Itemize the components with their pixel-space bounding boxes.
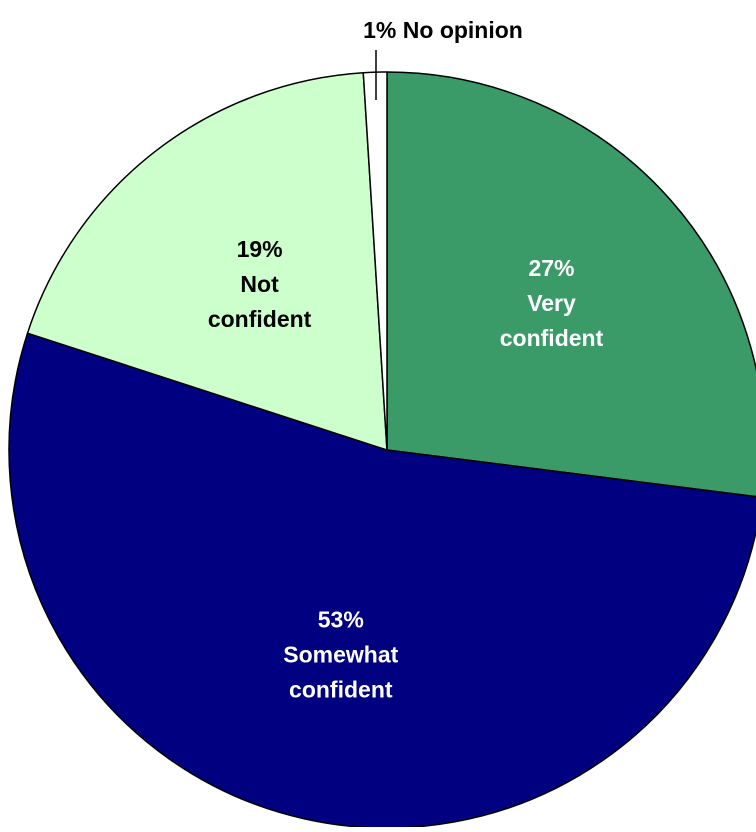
pie-label-line: Not	[240, 271, 279, 297]
pie-label-no-opinion: 1% No opinion	[363, 17, 523, 43]
pie-label-not-confident: 19% Not confident	[208, 236, 312, 332]
pie-slice-very-confident	[386, 71, 756, 498]
pie-label-line: confident	[208, 306, 312, 332]
pie-label-line: 53%	[318, 607, 364, 633]
pie-slice-somewhat-confident	[8, 332, 756, 829]
pie-label-line: 1% No opinion	[363, 17, 523, 43]
pie-label-line: confident	[289, 677, 393, 703]
pie-label-line: 27%	[528, 255, 574, 281]
pie-slice-not-confident	[26, 72, 388, 451]
pie-labels: 27% Very confident 53% Somewhat confident 19% N…	[208, 17, 604, 703]
pie-slice-no-opinion	[362, 71, 388, 451]
pie-label-very-confident: 27% Very confident	[500, 255, 604, 351]
pie-label-somewhat-confident: 53% Somewhat confident	[283, 607, 398, 703]
pie-label-line: Very	[527, 290, 576, 316]
pie-label-line: 19%	[237, 236, 283, 262]
pie-label-line: confident	[500, 325, 604, 351]
pie-label-line: Somewhat	[283, 642, 398, 668]
pie-slices	[8, 71, 756, 829]
